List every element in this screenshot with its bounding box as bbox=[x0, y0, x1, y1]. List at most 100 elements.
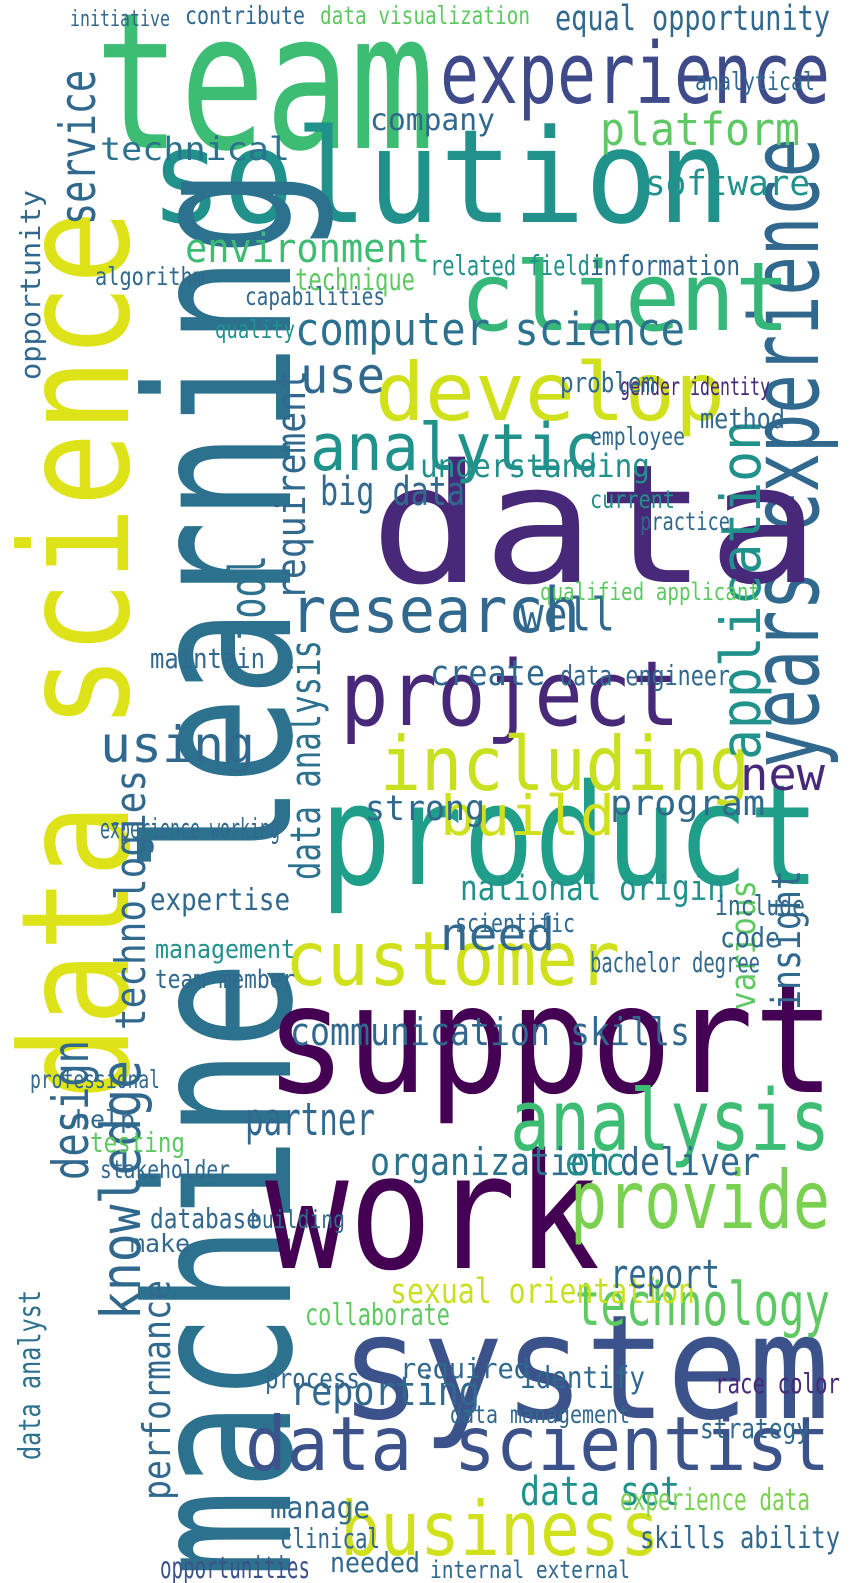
word: need bbox=[440, 908, 555, 961]
word: deliver bbox=[620, 1140, 760, 1184]
word: process bbox=[265, 1362, 360, 1395]
word: use bbox=[300, 347, 385, 405]
word: data set bbox=[520, 1469, 680, 1515]
word: bachelor degree bbox=[590, 946, 760, 979]
word: practice bbox=[640, 507, 730, 536]
word: design bbox=[42, 1040, 100, 1180]
word: application bbox=[709, 420, 773, 760]
word: support bbox=[265, 954, 835, 1128]
word: analytic bbox=[310, 411, 600, 486]
word: qualified applicant bbox=[540, 578, 760, 606]
word: product bbox=[320, 755, 820, 918]
word: building bbox=[250, 1205, 345, 1234]
word: technologies bbox=[106, 770, 155, 1030]
word: using bbox=[100, 716, 255, 774]
word: big data bbox=[320, 469, 465, 515]
word: reporting bbox=[290, 1369, 480, 1415]
word: system bbox=[340, 1284, 830, 1453]
word: years experience bbox=[731, 138, 841, 768]
word: create bbox=[430, 654, 545, 694]
word: tool bbox=[219, 555, 277, 640]
word: new bbox=[740, 748, 826, 801]
word: collaborate bbox=[305, 1298, 450, 1333]
word: analysis bbox=[510, 1072, 830, 1171]
word: company bbox=[370, 103, 495, 138]
word: technical bbox=[100, 130, 290, 168]
word: management bbox=[155, 935, 295, 965]
word: opportunities bbox=[160, 1551, 310, 1583]
word: experience bbox=[440, 25, 830, 124]
word: quality bbox=[215, 315, 295, 344]
word: sexual orientation bbox=[390, 1272, 695, 1312]
word: software bbox=[645, 164, 810, 204]
word: platform bbox=[600, 103, 800, 156]
word: information bbox=[590, 249, 740, 282]
word: data management bbox=[450, 1400, 630, 1429]
word: data analysis bbox=[281, 640, 330, 880]
word: environment bbox=[185, 226, 430, 272]
word: data bbox=[370, 429, 820, 621]
word: employee bbox=[590, 422, 685, 451]
word: service bbox=[49, 70, 107, 225]
word: contribute bbox=[185, 1, 305, 30]
word: business bbox=[340, 1485, 660, 1573]
word: experience working bbox=[100, 812, 280, 845]
word: knowledge bbox=[89, 1060, 153, 1320]
word: current bbox=[590, 485, 675, 514]
word: data analyst bbox=[13, 1290, 48, 1460]
word: well bbox=[520, 588, 615, 641]
word: team member bbox=[155, 965, 295, 995]
word: analytical bbox=[695, 67, 815, 96]
word: required bbox=[400, 1352, 530, 1385]
word: research bbox=[290, 574, 580, 647]
word: method bbox=[700, 402, 785, 435]
word: gender identity bbox=[620, 372, 770, 401]
word: help bbox=[75, 1105, 135, 1134]
word: report bbox=[610, 1252, 720, 1298]
word: data science bbox=[0, 210, 164, 1100]
word: requirement bbox=[269, 370, 315, 600]
word: capabilities bbox=[245, 282, 385, 311]
word: communication skills bbox=[290, 1010, 690, 1054]
word: including bbox=[380, 720, 750, 808]
word: work bbox=[265, 1119, 600, 1306]
word: client bbox=[460, 243, 790, 353]
word: understanding bbox=[420, 447, 650, 485]
word: solution bbox=[150, 101, 730, 253]
word: strong bbox=[365, 789, 485, 829]
word: maintain bbox=[150, 642, 265, 675]
word: database bbox=[150, 1202, 260, 1235]
word: data visualization bbox=[320, 1, 530, 30]
word: stakeholder bbox=[100, 1155, 230, 1184]
word: code bbox=[720, 921, 780, 954]
word: manage bbox=[270, 1491, 370, 1526]
word: race color bbox=[715, 1367, 840, 1400]
word: technology bbox=[575, 1270, 830, 1340]
word: project bbox=[340, 642, 680, 747]
word: initiative bbox=[70, 7, 170, 32]
word: build bbox=[440, 784, 615, 848]
word: related field bbox=[430, 249, 590, 282]
word: clinical bbox=[280, 1522, 380, 1555]
word: testing bbox=[90, 1126, 185, 1159]
word: experience data bbox=[620, 1483, 810, 1518]
word: make bbox=[130, 1229, 190, 1258]
word: develop bbox=[375, 346, 725, 439]
word: equal opportunity bbox=[555, 0, 830, 39]
word: internal external bbox=[430, 1556, 630, 1583]
word: performance bbox=[135, 1280, 179, 1500]
word: expertise bbox=[150, 883, 290, 918]
word: insight bbox=[764, 870, 810, 1010]
word: computer science bbox=[295, 303, 685, 356]
word: include bbox=[715, 889, 805, 922]
word: organization bbox=[370, 1140, 610, 1184]
word: machine learning bbox=[105, 168, 338, 1578]
word: algorithm bbox=[95, 262, 205, 291]
word: needed bbox=[330, 1546, 420, 1579]
word: data scientist bbox=[245, 1400, 830, 1488]
word: opportunity bbox=[14, 190, 47, 380]
word: professional bbox=[30, 1065, 160, 1094]
